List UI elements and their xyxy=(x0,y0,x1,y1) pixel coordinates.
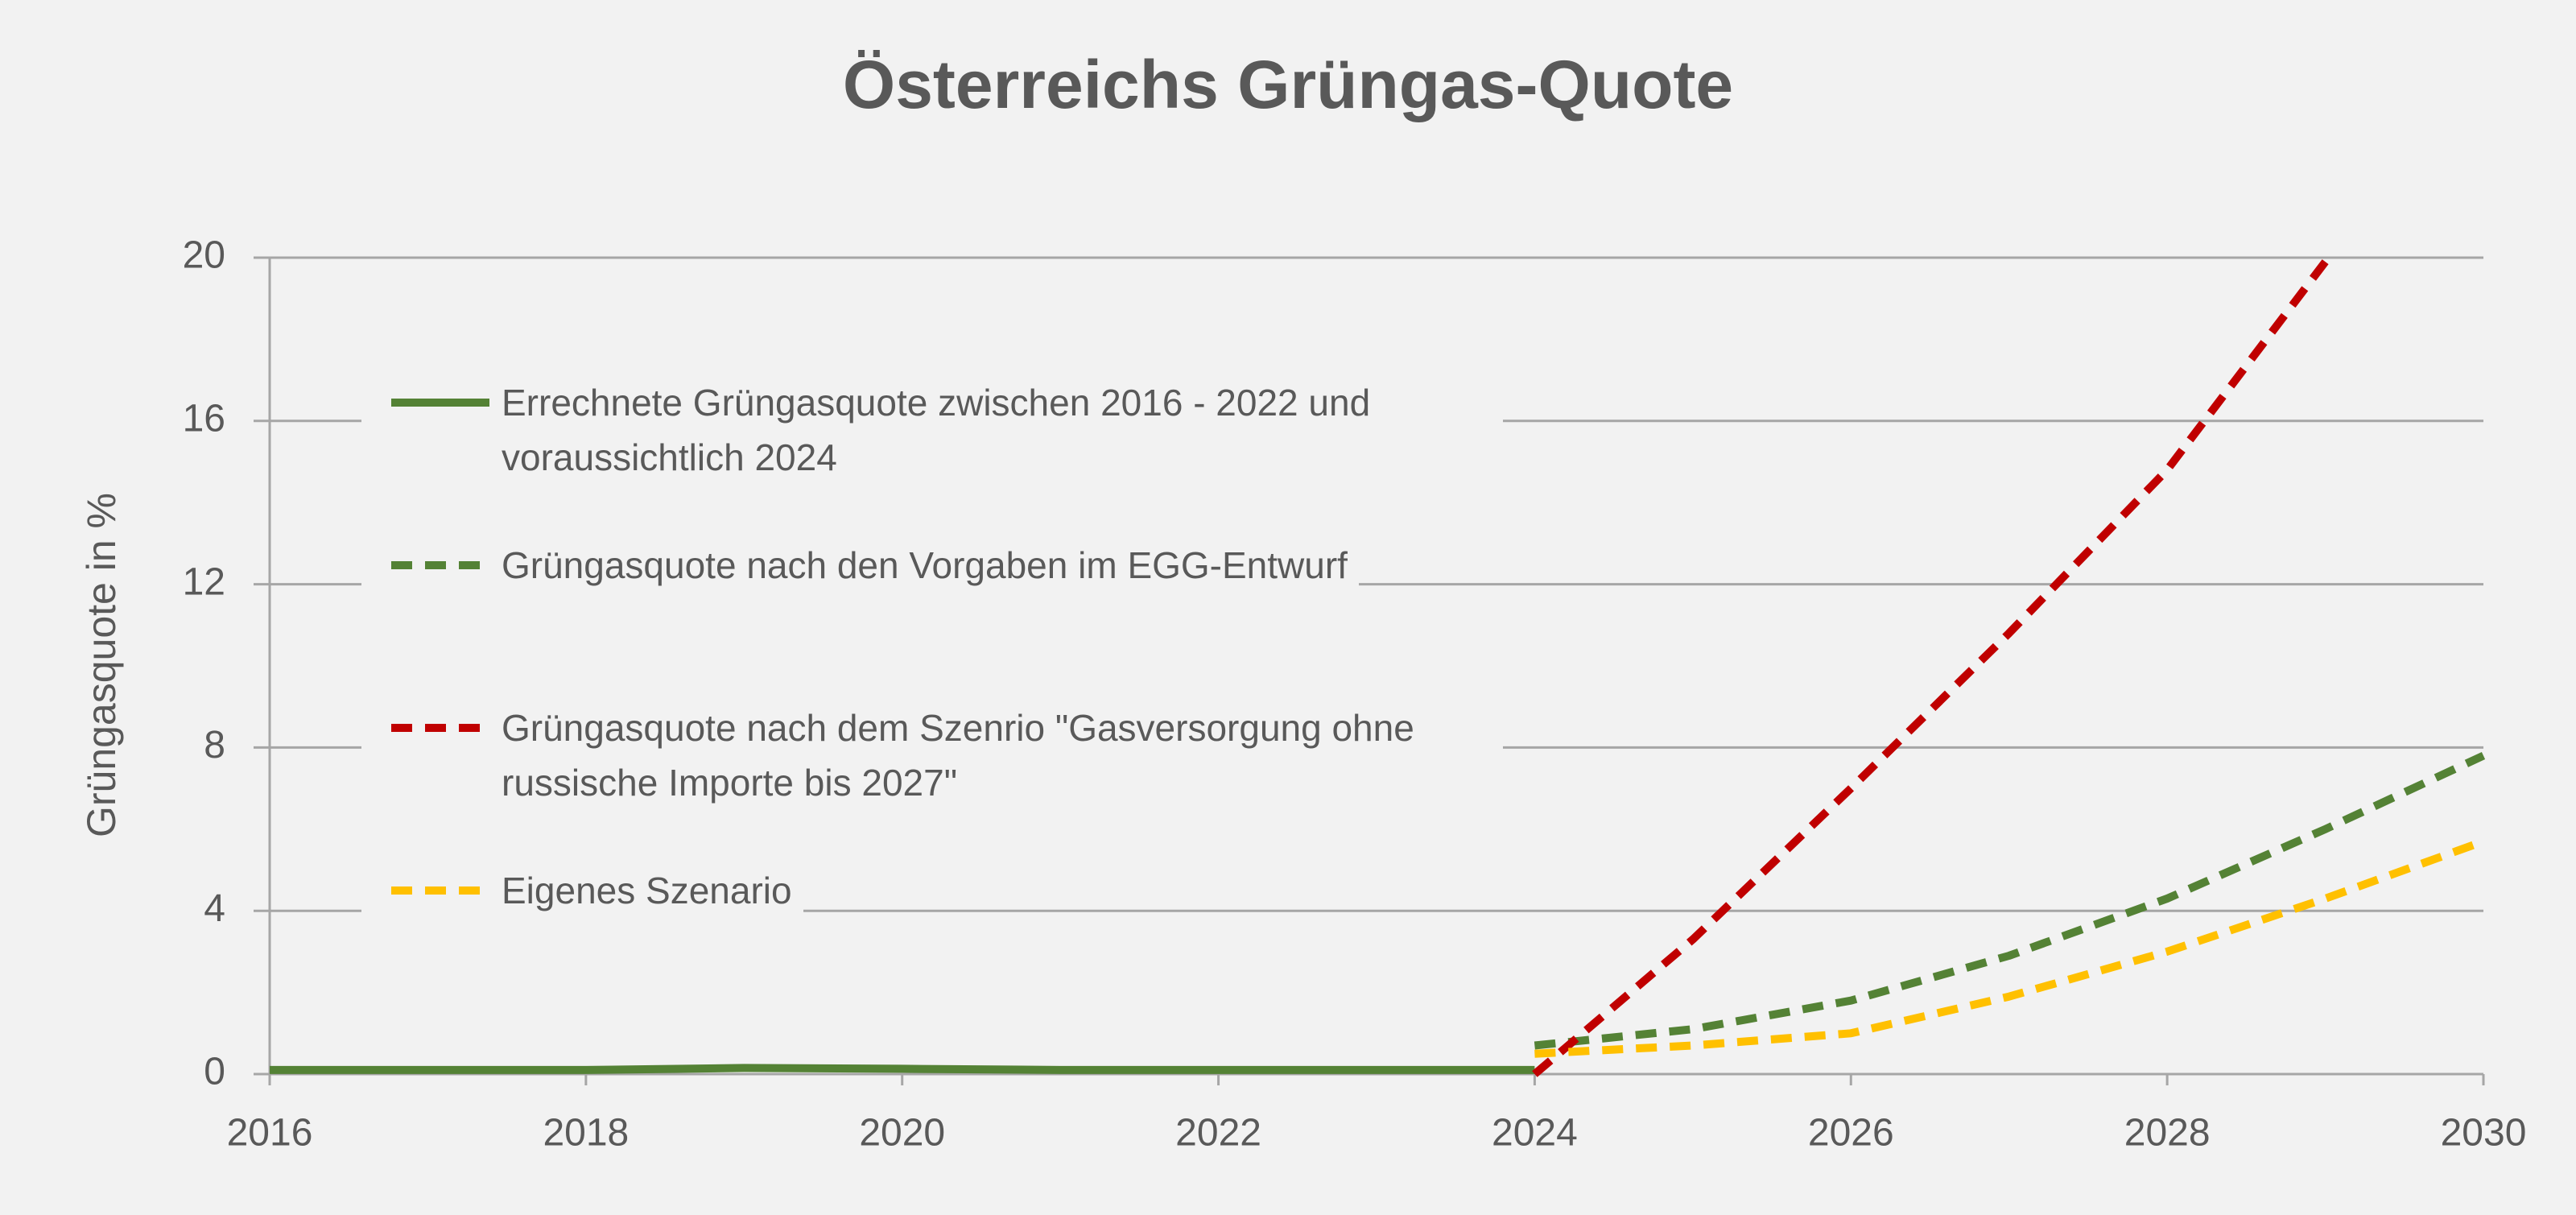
legend-entry: Errechnete Grüngasquote zwischen 2016 - … xyxy=(361,375,1503,485)
y-tick-label: 0 xyxy=(204,1051,225,1093)
series-line xyxy=(1534,751,2486,1050)
x-tick-label: 2018 xyxy=(543,1112,629,1155)
series-line xyxy=(270,1064,1535,1074)
legend-label: Grüngasquote nach den Vorgaben im EGG-En… xyxy=(502,544,1348,586)
y-tick-label: 4 xyxy=(204,887,225,930)
series-line xyxy=(1534,837,2485,1058)
legend-label: Eigenes Szenario xyxy=(502,870,792,911)
x-tick-label: 2022 xyxy=(1175,1112,1261,1155)
chart-title: Österreichs Grüngas-Quote xyxy=(843,47,1733,122)
legend-label: Errechnete Grüngasquote zwischen 2016 - … xyxy=(502,382,1371,478)
x-tick-label: 2026 xyxy=(1808,1112,1894,1155)
legend-entry: Grüngasquote nach den Vorgaben im EGG-En… xyxy=(361,538,1359,593)
legend-swatch xyxy=(391,561,489,569)
y-tick-label: 8 xyxy=(204,724,225,767)
x-tick-label: 2030 xyxy=(2441,1112,2527,1155)
legend-entry: Grüngasquote nach dem Szenrio "Gasversor… xyxy=(361,700,1503,810)
legend-swatch xyxy=(391,886,489,895)
y-tick-label: 16 xyxy=(183,397,225,440)
y-tick-label: 20 xyxy=(183,234,225,277)
series-line xyxy=(1532,259,2329,1077)
x-tick-label: 2028 xyxy=(2124,1112,2211,1155)
x-tick-label: 2020 xyxy=(859,1112,945,1155)
legend-entry: Eigenes Szenario xyxy=(361,863,803,918)
y-axis-label: Grüngasquote in % xyxy=(79,493,124,837)
legend-swatch xyxy=(391,399,489,407)
x-tick-label: 2016 xyxy=(227,1112,313,1155)
legend-swatch xyxy=(391,724,489,732)
legend-label: Grüngasquote nach dem Szenrio "Gasversor… xyxy=(502,707,1414,804)
x-tick-label: 2024 xyxy=(1492,1112,1578,1155)
y-tick-label: 12 xyxy=(183,560,225,603)
